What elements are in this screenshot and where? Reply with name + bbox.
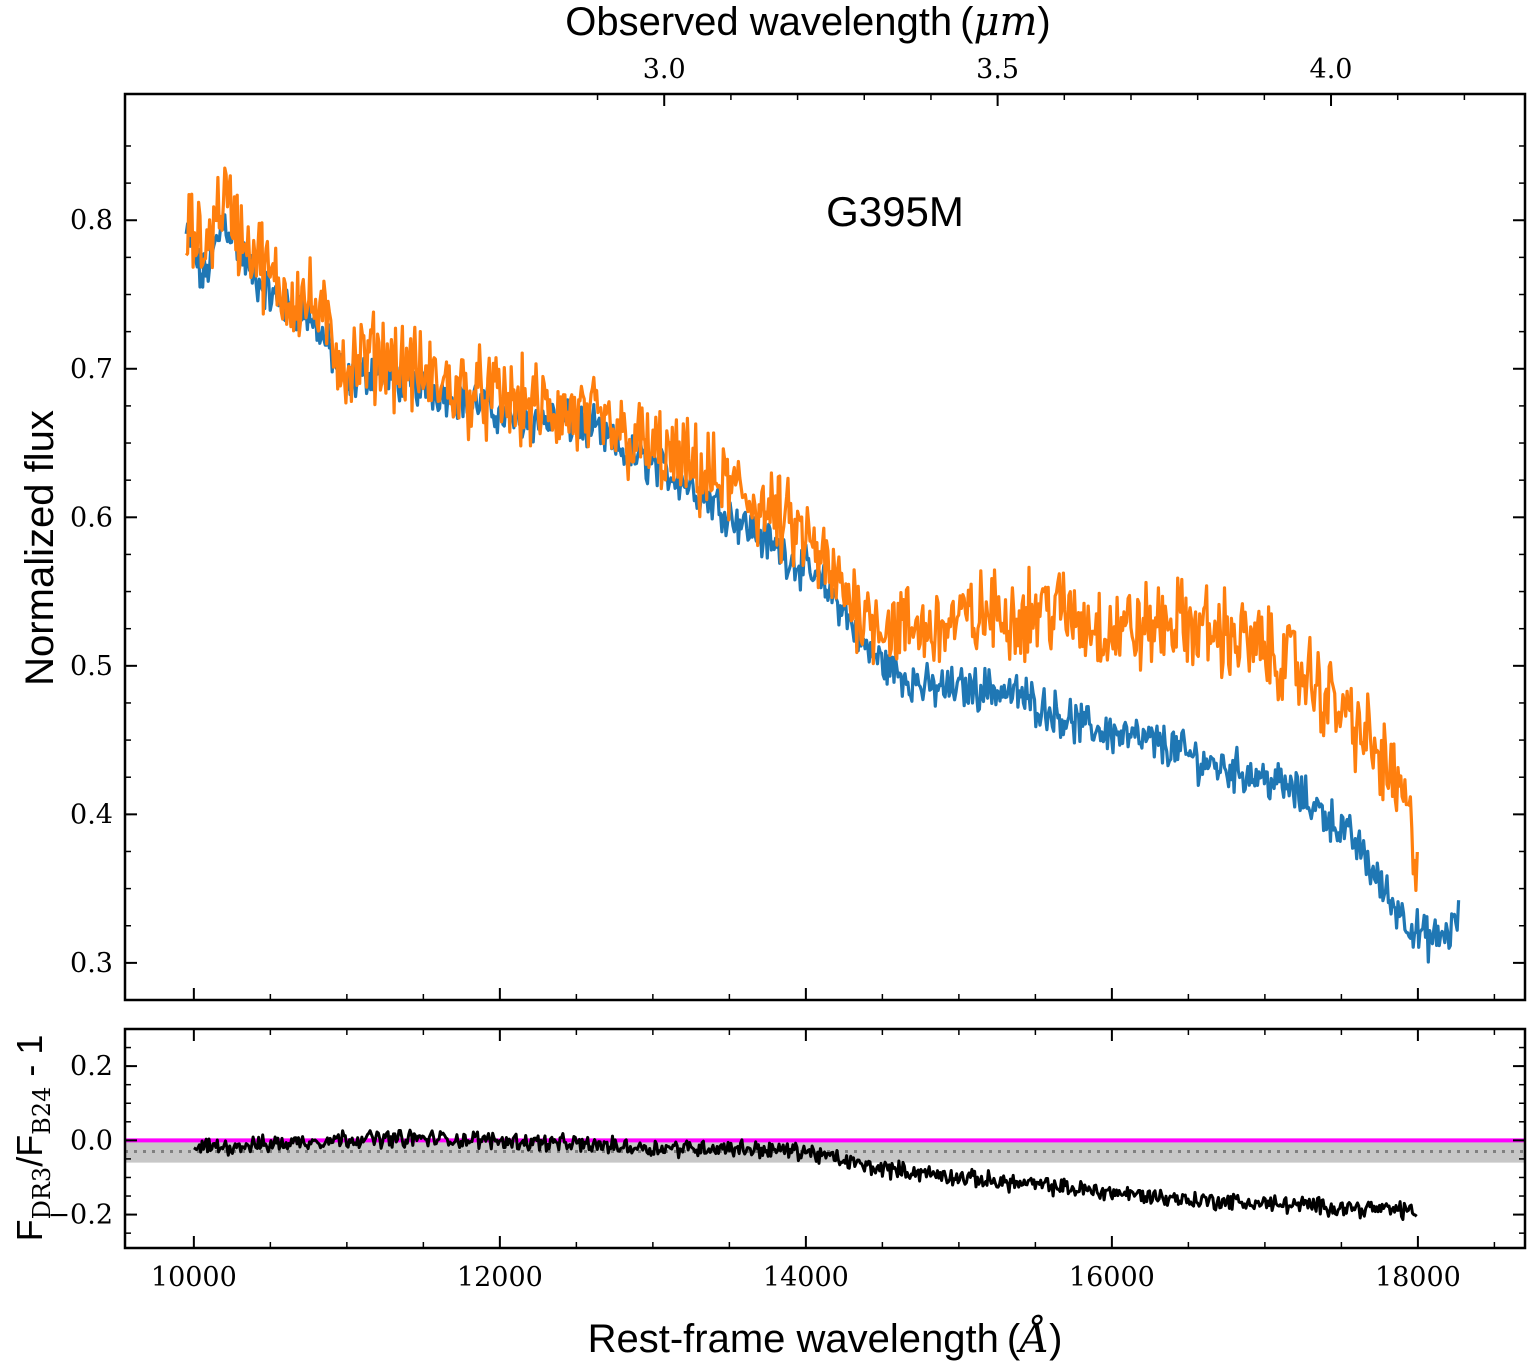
residual-plot-area [125,1128,1525,1221]
residual-x-tick-label: 18000 [1375,1262,1461,1293]
top-x-tick-label: 4.0 [1310,54,1353,85]
bottom-x-axis-unit: Å [1016,1315,1049,1361]
top-x-axis-paren-open: ( [960,0,974,44]
top-axis-ticks: 3.03.54.04.55.0 [596,54,1466,106]
series-line-b24 [184,166,1419,892]
main-y-ticks: 0.3 0.4 0.5 0.6 0.7 0.8 [70,145,1525,979]
ylabel-sub-dr3: DR3 [28,1167,56,1220]
top-x-tick-label: 3.5 [976,54,1019,85]
residual-x-tick-label: 14000 [763,1262,849,1293]
residual-series-group [193,1128,1418,1221]
residual-panel: −0.2 0.0 0.2 10000 12000 14000 16000 18000 FDR… [9,1027,1527,1361]
residual-x-tick-label: 10000 [151,1262,237,1293]
ylabel-f1: F [9,1219,50,1241]
panel-annotation: G395M [826,188,964,235]
main-y-axis-title: Normalized flux [18,410,62,686]
main-x-minor-ticks [192,988,1496,1000]
residual-y-tick-label: 0.0 [70,1125,113,1156]
main-y-tick-label: 0.5 [70,651,113,682]
ylabel-tail: - 1 [9,1035,50,1087]
top-x-axis-paren-close: ) [1037,0,1050,44]
residual-y-axis-title: FDR3/FB24 - 1 [9,1035,56,1242]
top-x-axis-title: Observed wavelength (μm) [565,0,1051,45]
main-y-tick-label: 0.7 [70,354,113,385]
residual-y-tick-label: −0.2 [47,1200,113,1231]
bottom-x-axis-paren-close: ) [1049,1317,1062,1361]
main-y-tick-label: 0.8 [70,205,113,236]
top-x-axis-unit: μm [973,0,1037,45]
main-y-tick-label: 0.3 [70,948,113,979]
top-x-axis-title-text: Observed wavelength [565,0,952,44]
residual-series-line [193,1128,1418,1221]
residual-panel-frame [123,1027,1527,1250]
main-y-tick-label: 0.6 [70,502,113,533]
series-line-dr3 [184,213,1461,964]
ylabel-sub-b24: B24 [28,1087,56,1135]
main-series-group [184,166,1461,964]
bottom-x-axis-title-text: Rest-frame wavelength [588,1317,999,1361]
bottom-x-axis-title: Rest-frame wavelength (Å) [588,1315,1063,1361]
main-panel: 0.30.40.50.60.70.8 3.03.54.04.55.0 G395M… [18,0,1527,1002]
main-panel-frame [123,92,1527,1002]
main-y-tick-label: 0.4 [70,799,113,830]
residual-x-tick-label: 12000 [457,1262,543,1293]
residual-y-tick-label: 0.2 [70,1051,113,1082]
top-x-tick-label: 3.0 [643,54,686,85]
residual-y-ticks: −0.2 0.0 0.2 [47,1046,1525,1234]
main-plot-area [184,166,1461,964]
ylabel-slash-f: /F [9,1135,50,1167]
residual-x-ticks: 10000 12000 14000 16000 18000 [151,1029,1496,1293]
bottom-x-axis-paren-open: ( [1007,1317,1021,1361]
residual-x-tick-label: 16000 [1069,1262,1155,1293]
